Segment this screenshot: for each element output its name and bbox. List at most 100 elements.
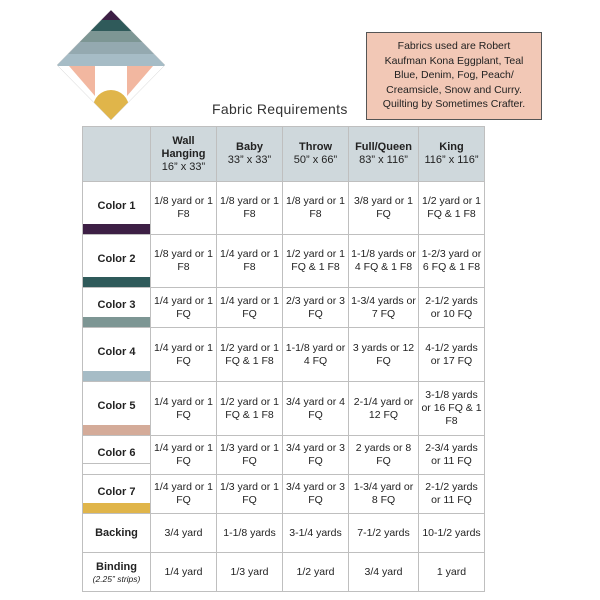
table-cell: 4-1/2 yards or 17 FQ: [418, 327, 485, 382]
table-row: Binding (2.25” strips) 1/4 yard 1/3 yard …: [82, 552, 485, 592]
table-cell: 1/8 yard or 1 F8: [150, 234, 217, 288]
size-dims: 33” x 33”: [227, 154, 272, 166]
row-label-text: Color 3: [97, 299, 136, 311]
table-cell: 1/2 yard or 1 FQ & 1 F8: [216, 327, 283, 382]
table-cell: 1/3 yard or 1 FQ: [216, 435, 283, 475]
size-name: Full/Queen: [355, 141, 412, 153]
color-swatch: [83, 425, 150, 435]
size-dims: 16” x 33”: [161, 160, 206, 173]
table-cell: 1/4 yard or 1 FQ: [150, 474, 217, 514]
table-row: Color 5 1/4 yard or 1 FQ 1/2 yard or 1 F…: [82, 381, 485, 436]
size-header: Baby 33” x 33”: [216, 126, 283, 182]
size-header: Full/Queen 83” x 116”: [348, 126, 419, 182]
table-cell: 1/4 yard or 1 FQ: [150, 435, 217, 475]
size-name: Throw: [299, 141, 332, 153]
row-label-text: Color 6: [97, 446, 136, 459]
table-cell: 1/4 yard or 1 FQ: [150, 327, 217, 382]
table-cell: 1/2 yard: [282, 552, 349, 592]
table-cell: 3-1/8 yards or 16 FQ & 1 F8: [418, 381, 485, 436]
table-cell: 1/2 yard or 1 FQ & 1 F8: [418, 181, 485, 235]
table-cell: 3-1/4 yards: [282, 513, 349, 553]
table-cell: 2 yards or 8 FQ: [348, 435, 419, 475]
size-name: King: [439, 141, 464, 153]
table-cell: 3/4 yard: [150, 513, 217, 553]
color-swatch: [83, 371, 150, 381]
table-cell: 1/3 yard: [216, 552, 283, 592]
table-cell: 1/8 yard or 1 F8: [216, 181, 283, 235]
fabric-requirements-table: Wall Hanging 16” x 33” Baby 33” x 33” Thro…: [82, 126, 485, 592]
table-row: Color 7 1/4 yard or 1 FQ 1/3 yard or 1 F…: [82, 474, 485, 514]
row-sublabel: (2.25” strips): [92, 573, 141, 584]
table-cell: 1/3 yard or 1 FQ: [216, 474, 283, 514]
table-cell: 1-2/3 yard or 6 FQ & 1 F8: [418, 234, 485, 288]
table-cell: 1/4 yard or 1 F8: [216, 234, 283, 288]
size-name: Wall Hanging: [161, 134, 206, 160]
row-label-text: Color 2: [97, 252, 136, 265]
row-label-text: Backing: [95, 526, 138, 539]
quilt-logo: [55, 8, 167, 127]
table-cell: 3/8 yard or 1 FQ: [348, 181, 419, 235]
size-dims: 116” x 116”: [424, 154, 479, 166]
row-label-text: Color 1: [97, 199, 136, 212]
table-cell: 2-1/2 yards or 10 FQ: [418, 287, 485, 328]
table-cell: 1-1/8 yards or 4 FQ & 1 F8: [348, 234, 419, 288]
table-cell: 2-1/4 yard or 12 FQ: [348, 381, 419, 436]
color-swatch: [83, 317, 150, 327]
row-label: Color 5: [82, 381, 151, 436]
row-label: Backing: [82, 513, 151, 553]
table-cell: 3/4 yard: [348, 552, 419, 592]
header-row: Wall Hanging 16” x 33” Baby 33” x 33” Thro…: [82, 126, 485, 182]
table-cell: 3/4 yard or 3 FQ: [282, 435, 349, 475]
row-label: Color 7: [82, 474, 151, 514]
table-cell: 2/3 yard or 3 FQ: [282, 287, 349, 328]
row-label-text: Color 4: [97, 346, 136, 358]
table-cell: 1/4 yard or 1 FQ: [150, 381, 217, 436]
table-cell: 2-1/2 yards or 11 FQ: [418, 474, 485, 514]
fabric-info-note: Fabrics used are Robert Kaufman Kona Egg…: [366, 32, 542, 120]
table-cell: 1/8 yard or 1 F8: [150, 181, 217, 235]
color-swatch: [83, 463, 150, 474]
color-swatch: [83, 224, 150, 234]
table-cell: 3 yards or 12 FQ: [348, 327, 419, 382]
table-row: Backing 3/4 yard 1-1/8 yards 3-1/4 yards…: [82, 513, 485, 553]
table-cell: 1/4 yard or 1 FQ: [216, 287, 283, 328]
table-cell: 10-1/2 yards: [418, 513, 485, 553]
row-label-text: Color 5: [97, 400, 136, 412]
row-label-text: Color 7: [97, 485, 136, 498]
size-dims: 83” x 116”: [359, 154, 408, 166]
table-cell: 2-3/4 yards or 11 FQ: [418, 435, 485, 475]
color-swatch: [83, 277, 150, 287]
table-cell: 7-1/2 yards: [348, 513, 419, 553]
table-row: Color 3 1/4 yard or 1 FQ 1/4 yard or 1 F…: [82, 287, 485, 328]
table-cell: 1/4 yard: [150, 552, 217, 592]
row-label: Color 1: [82, 181, 151, 235]
row-label: Color 4: [82, 327, 151, 382]
size-dims: 50” x 66”: [293, 154, 338, 166]
table-cell: 1 yard: [418, 552, 485, 592]
table-cell: 1-1/8 yard or 4 FQ: [282, 327, 349, 382]
table-cell: 3/4 yard or 4 FQ: [282, 381, 349, 436]
table-row: Color 4 1/4 yard or 1 FQ 1/2 yard or 1 F…: [82, 327, 485, 382]
table-cell: 3/4 yard or 3 FQ: [282, 474, 349, 514]
note-line: Kaufman Kona Eggplant, Teal: [384, 54, 524, 67]
note-line: Quilting by Sometimes Crafter.: [382, 98, 526, 110]
table-cell: 1/4 yard or 1 FQ: [150, 287, 217, 328]
table-cell: 1-3/4 yard or 8 FQ: [348, 474, 419, 514]
size-header: King 116” x 116”: [418, 126, 485, 182]
size-header: Wall Hanging 16” x 33”: [150, 126, 217, 182]
row-label: Color 6: [82, 435, 151, 475]
table-cell: 1/8 yard or 1 F8: [282, 181, 349, 235]
table-row: Color 1 1/8 yard or 1 F8 1/8 yard or 1 F…: [82, 181, 485, 235]
row-label-text: Binding: [96, 560, 137, 573]
table-cell: 1/2 yard or 1 FQ & 1 F8: [216, 381, 283, 436]
table-caption: Fabric Requirements: [212, 101, 348, 117]
corner-cell: [82, 126, 151, 182]
table-cell: 1-1/8 yards: [216, 513, 283, 553]
note-line: Fabrics used are Robert: [397, 40, 511, 52]
size-header: Throw 50” x 66”: [282, 126, 349, 182]
table-cell: 1/2 yard or 1 FQ & 1 F8: [282, 234, 349, 288]
row-label: Color 2: [82, 234, 151, 288]
note-line: Creamsicle, Snow and Curry.: [386, 83, 522, 96]
note-line: Blue, Denim, Fog, Peach/: [394, 69, 514, 81]
table-row: Color 2 1/8 yard or 1 F8 1/4 yard or 1 F…: [82, 234, 485, 288]
